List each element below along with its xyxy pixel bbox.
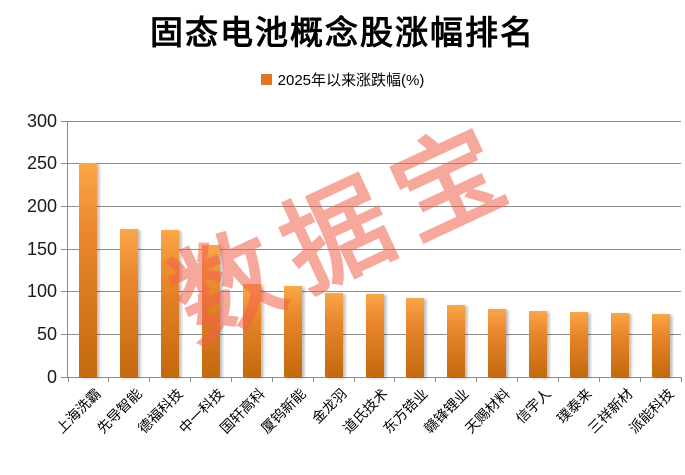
x-axis-tick [353,377,355,382]
legend: 2025年以来涨跌幅(%) [0,69,685,89]
bar-赣锋锂业 [447,305,466,377]
y-axis-tick-label: 300 [26,110,57,131]
x-axis-label-中一科技: 中一科技 [177,386,228,438]
y-axis-tick-label: 50 [36,323,57,344]
x-axis-tick [557,377,559,382]
bar-国轩高科 [242,284,261,377]
bar-道氏技术 [365,294,384,377]
y-axis-tick-label: 200 [26,195,57,216]
x-axis-label-国轩高科: 国轩高科 [218,386,269,438]
y-axis-tick [61,376,67,378]
x-axis-label-厦钨新能: 厦钨新能 [259,386,310,438]
gridline [68,163,681,165]
legend-label: 2025年以来涨跌幅(%) [277,71,425,89]
plot-area [61,120,682,382]
x-axis-label-信宇人: 信宇人 [514,386,555,428]
gridline [68,248,681,250]
y-axis-tick [61,163,67,165]
y-axis-tick-label: 100 [26,281,57,302]
bar-金龙羽 [324,293,343,377]
y-axis-tick [61,248,67,250]
y-axis-tick-label: 250 [26,153,57,174]
bar-先导智能 [120,228,139,377]
chart-title: 固态电池概念股涨幅排名 [150,13,535,52]
bar-上海洗霸 [79,162,98,377]
y-axis-tick [61,333,67,335]
x-axis-label-天赐材料: 天赐材料 [463,386,514,438]
x-axis-tick [271,377,273,382]
y-axis-tick [61,291,67,293]
bar-璞泰来 [569,312,588,377]
x-axis-tick [149,377,151,382]
bar-中一科技 [202,244,221,377]
x-axis-label-赣锋锂业: 赣锋锂业 [422,386,473,438]
x-axis-label-三祥新材: 三祥新材 [585,386,637,438]
y-axis-tick [61,120,67,122]
x-axis-tick [476,377,478,382]
bar-东方锆业 [406,297,425,377]
bar-派能科技 [651,313,670,377]
gridline [68,205,681,207]
x-axis-tick [312,377,314,382]
y-axis-tick-label: 150 [26,238,57,259]
y-axis-tick-label: 0 [46,366,57,387]
x-axis-tick [598,377,600,382]
x-axis-tick [680,377,682,382]
x-axis-tick [517,377,519,382]
x-axis-tick [435,377,437,382]
x-axis-tick [108,377,110,382]
gridline [68,291,681,293]
x-axis-tick [394,377,396,382]
y-axis-tick [61,205,67,207]
x-axis-tick [67,377,69,382]
legend-swatch [260,73,272,85]
bar-信宇人 [528,311,547,377]
x-axis-label-先导智能: 先导智能 [95,386,146,438]
bar-厦钨新能 [283,285,302,377]
bar-德福科技 [161,230,180,377]
bar-三祥新材 [610,313,629,377]
bar-天赐材料 [488,308,507,377]
gridline [68,120,681,122]
x-axis-tick [230,377,232,382]
x-axis-tick [190,377,192,382]
x-axis-tick [639,377,641,382]
x-axis-label-德福科技: 德福科技 [136,386,187,438]
